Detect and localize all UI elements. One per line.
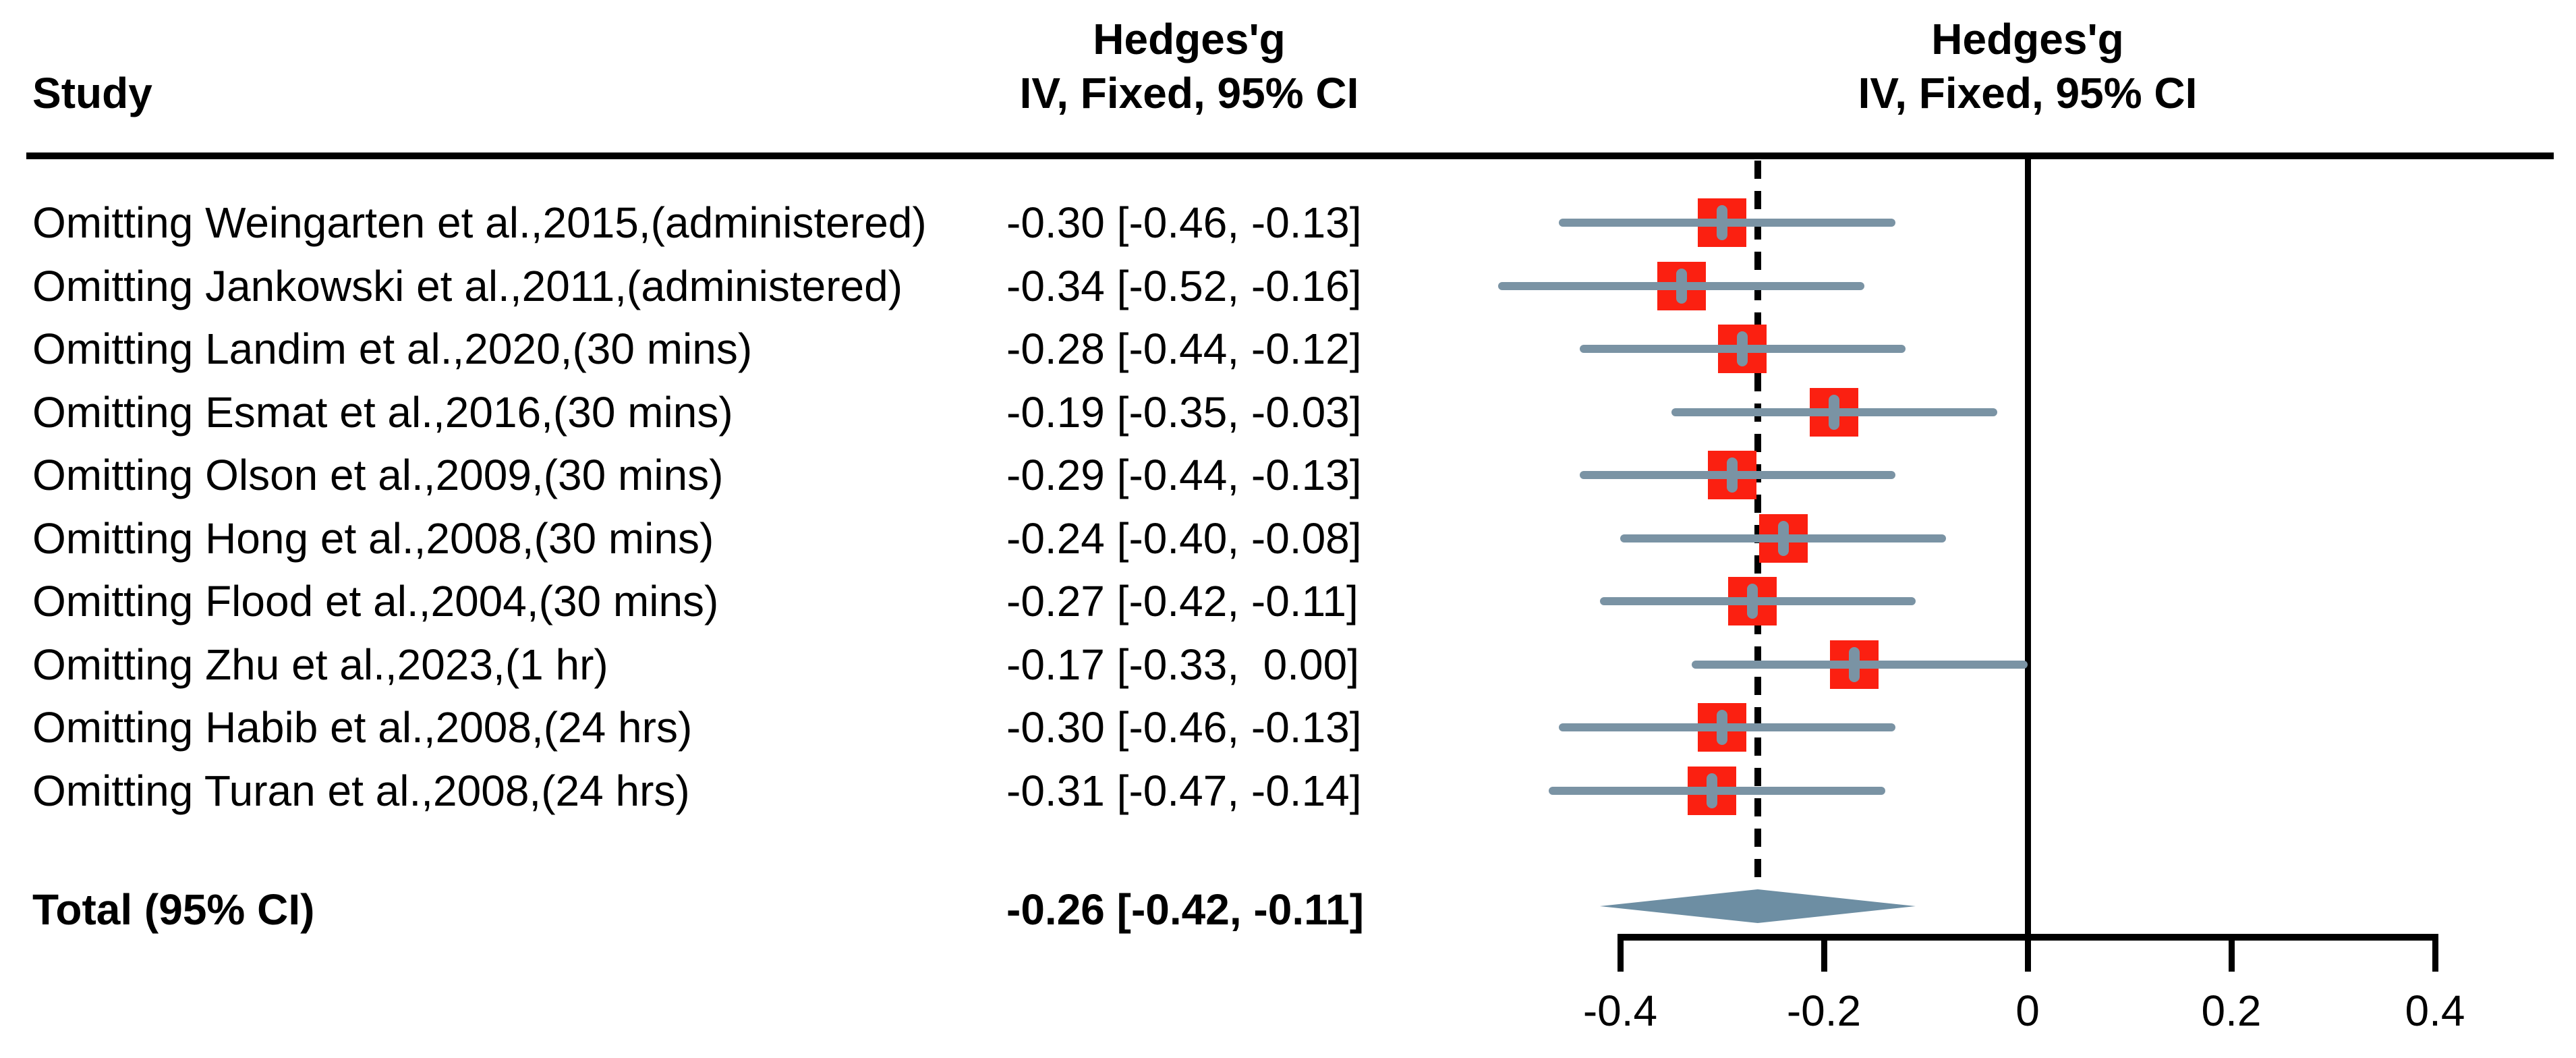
- zero-reference-line: [2025, 157, 2031, 939]
- study-label: Omitting Landim et al.,2020,(30 mins): [32, 325, 753, 373]
- ci-value-text: -0.34 [-0.52, -0.16]: [1006, 261, 1362, 310]
- study-label: Omitting Zhu et al.,2023,(1 hr): [32, 640, 608, 689]
- study-label: Omitting Weingarten et al.,2015,(adminis…: [32, 198, 927, 247]
- point-estimate-marker: [1727, 457, 1738, 493]
- x-axis-tick: [2229, 934, 2235, 972]
- effect-column-header-line1: Hedges'g: [1093, 15, 1286, 63]
- ci-value-text: -0.31 [-0.47, -0.14]: [1006, 766, 1362, 815]
- plot-column-header-line1: Hedges'g: [1931, 15, 2124, 63]
- ci-value-text: -0.19 [-0.35, -0.03]: [1006, 387, 1362, 437]
- study-label: Omitting Esmat et al.,2016,(30 mins): [32, 387, 733, 437]
- total-diamond: [1599, 889, 1916, 923]
- x-axis-tick: [1618, 934, 1624, 972]
- point-estimate-marker: [1777, 520, 1789, 556]
- point-estimate-marker: [1706, 773, 1717, 808]
- x-axis-tick-label: -0.4: [1582, 986, 1658, 1035]
- point-estimate-marker: [1829, 394, 1840, 430]
- total-label: Total (95% CI): [32, 885, 315, 934]
- point-estimate-marker: [1737, 331, 1748, 366]
- point-estimate-marker: [1676, 268, 1687, 304]
- x-axis-tick-label: 0.2: [2201, 986, 2262, 1035]
- ci-value-text: -0.28 [-0.44, -0.12]: [1006, 325, 1362, 373]
- effect-column-header-line2: IV, Fixed, 95% CI: [1019, 69, 1359, 117]
- study-label: Omitting Turan et al.,2008,(24 hrs): [32, 766, 690, 815]
- ci-value-text: -0.29 [-0.44, -0.13]: [1006, 451, 1362, 499]
- point-estimate-marker: [1717, 710, 1727, 745]
- ci-value-text: -0.27 [-0.42, -0.11]: [1006, 577, 1358, 625]
- pooled-estimate-dashed-line: [1754, 161, 1761, 889]
- header-separator-line: [26, 152, 2554, 159]
- ci-value-text: -0.30 [-0.46, -0.13]: [1006, 198, 1362, 247]
- study-label: Omitting Hong et al.,2008,(30 mins): [32, 513, 714, 563]
- ci-value-text: -0.17 [-0.33, 0.00]: [1006, 640, 1359, 689]
- x-axis-tick: [2025, 934, 2031, 972]
- study-label: Omitting Jankowski et al.,2011,(administ…: [32, 261, 903, 310]
- study-label: Omitting Olson et al.,2009,(30 mins): [32, 451, 724, 499]
- x-axis-tick-label: 0.4: [2405, 986, 2465, 1035]
- x-axis-tick-label: 0: [2015, 986, 2040, 1035]
- study-column-header: Study: [32, 69, 152, 117]
- x-axis-tick: [2432, 934, 2438, 972]
- study-label: Omitting Habib et al.,2008,(24 hrs): [32, 703, 693, 752]
- ci-value-text: -0.24 [-0.40, -0.08]: [1006, 513, 1362, 563]
- point-estimate-marker: [1747, 584, 1758, 619]
- plot-column-header-line2: IV, Fixed, 95% CI: [1858, 69, 2198, 117]
- point-estimate-marker: [1717, 205, 1727, 240]
- point-estimate-marker: [1849, 646, 1860, 682]
- ci-value-text: -0.30 [-0.46, -0.13]: [1006, 703, 1362, 752]
- study-label: Omitting Flood et al.,2004,(30 mins): [32, 577, 719, 625]
- total-ci-value-text: -0.26 [-0.42, -0.11]: [1006, 885, 1365, 934]
- x-axis-tick-label: -0.2: [1786, 986, 1862, 1035]
- x-axis-tick: [1821, 934, 1827, 972]
